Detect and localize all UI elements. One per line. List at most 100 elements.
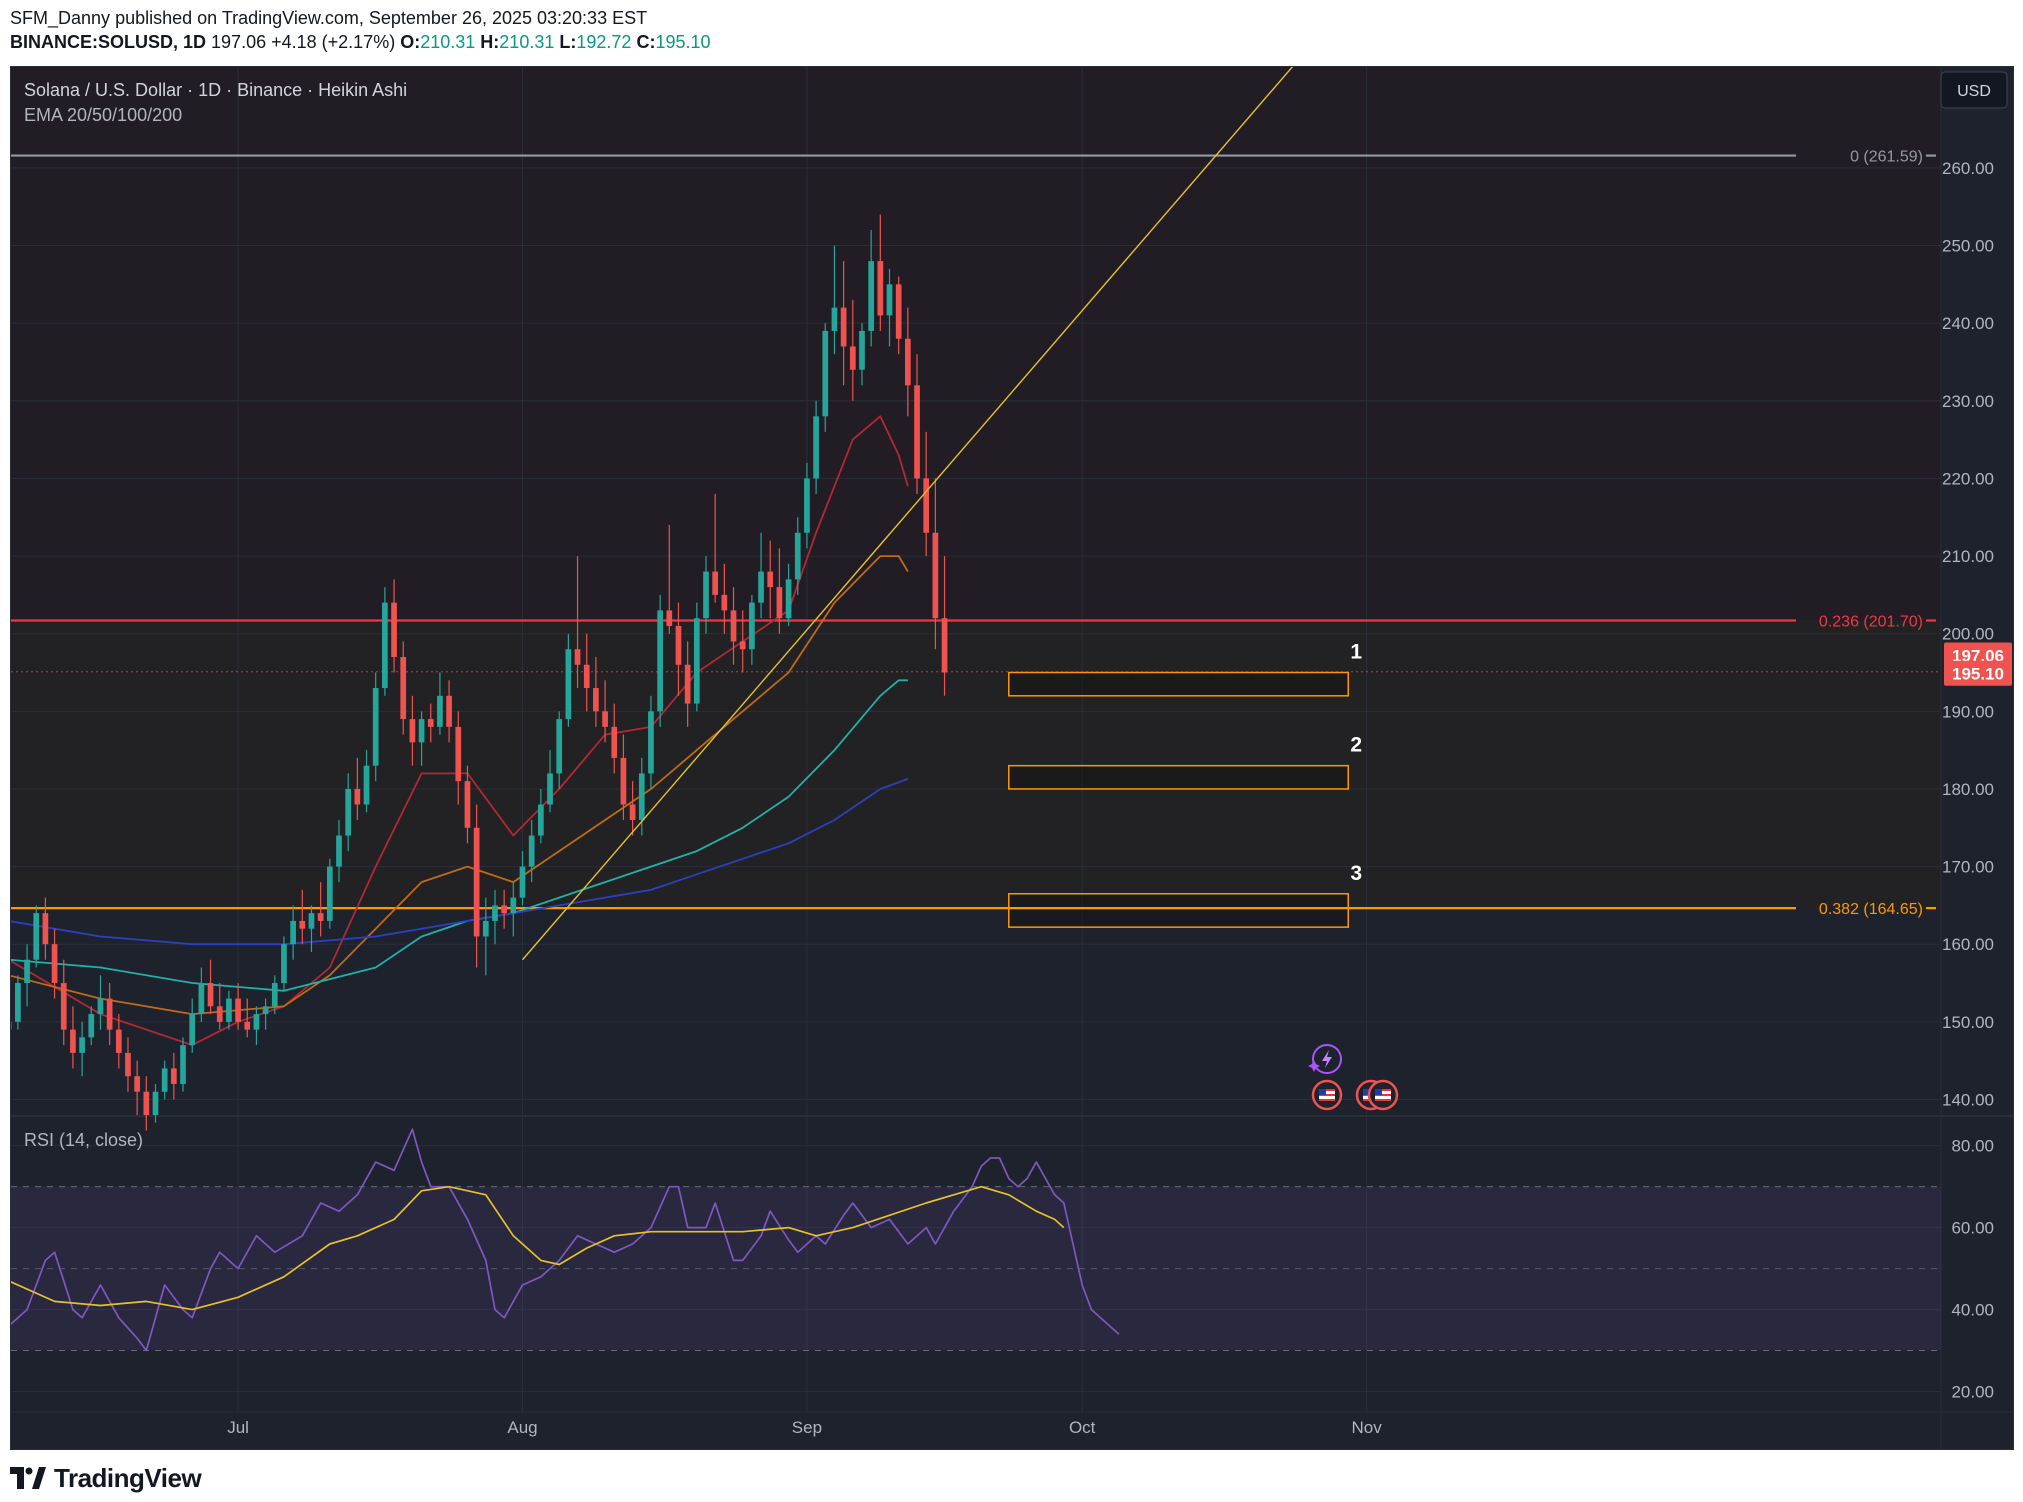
ema-legend[interactable]: EMA 20/50/100/200 (24, 105, 182, 125)
candle[interactable] (684, 641, 691, 727)
ema-line-ema-20[interactable] (8, 415, 909, 1046)
chart-canvas[interactable]: 0 (261.59) 0.236 (201.70) 0.382 (164.65) 1… (5, 12, 2013, 1449)
candle[interactable] (510, 882, 517, 937)
support-zone-2[interactable] (1008, 764, 1350, 790)
candle[interactable] (437, 672, 443, 735)
candle[interactable] (657, 594, 663, 727)
candle[interactable] (831, 245, 838, 355)
candle[interactable] (372, 672, 379, 782)
trendline[interactable] (521, 12, 1340, 961)
ema-line-ema-50[interactable] (8, 555, 909, 1015)
candle[interactable] (712, 493, 719, 603)
candle[interactable] (749, 594, 755, 665)
ema-line-ema-200[interactable] (8, 778, 909, 946)
candle[interactable] (675, 602, 682, 696)
candle[interactable] (923, 431, 930, 557)
candle[interactable] (354, 757, 361, 821)
candle[interactable] (171, 1052, 177, 1100)
candle[interactable] (721, 563, 728, 634)
candle[interactable] (620, 734, 627, 821)
candle[interactable] (794, 517, 801, 595)
candle[interactable] (382, 587, 388, 696)
candle[interactable] (895, 276, 902, 355)
candle[interactable] (703, 556, 709, 634)
candle[interactable] (547, 750, 553, 813)
candle[interactable] (180, 1037, 186, 1092)
candle[interactable] (455, 711, 462, 805)
candle[interactable] (143, 1076, 150, 1131)
candle[interactable] (501, 889, 507, 929)
candle[interactable] (492, 889, 498, 945)
candle[interactable] (363, 750, 370, 813)
candle[interactable] (785, 563, 792, 626)
candle[interactable] (556, 711, 563, 789)
candle[interactable] (804, 462, 810, 549)
candle[interactable] (345, 773, 352, 852)
candle[interactable] (877, 214, 884, 331)
candle[interactable] (42, 897, 49, 960)
candle[interactable] (281, 936, 287, 991)
candle[interactable] (693, 602, 700, 712)
candle[interactable] (70, 1006, 76, 1069)
candle[interactable] (216, 983, 223, 1030)
candle[interactable] (299, 889, 306, 945)
rsi-pane[interactable] (11, 1117, 1941, 1412)
candle[interactable] (611, 703, 618, 774)
candle[interactable] (602, 680, 608, 743)
candle[interactable] (134, 1060, 140, 1115)
candle[interactable] (758, 532, 764, 619)
candle[interactable] (400, 641, 407, 735)
candle[interactable] (125, 1037, 131, 1092)
tradingview-logo-icon[interactable] (10, 1467, 46, 1489)
us-flag-icon[interactable] (1355, 1079, 1399, 1111)
candle[interactable] (583, 633, 590, 712)
currency-button[interactable]: USD (1940, 71, 2008, 109)
candle[interactable] (538, 788, 544, 844)
candle[interactable] (519, 851, 526, 906)
candle[interactable] (33, 905, 40, 968)
tradingview-brand[interactable]: TradingView (54, 1462, 202, 1493)
candle[interactable] (914, 354, 920, 494)
candle[interactable] (427, 703, 434, 743)
candle[interactable] (574, 556, 581, 689)
us-flag-icon[interactable] (1311, 1079, 1343, 1111)
candle[interactable] (391, 579, 397, 673)
candle[interactable] (905, 307, 911, 417)
candle[interactable] (79, 1021, 85, 1077)
candle[interactable] (115, 1014, 122, 1069)
author-name[interactable]: SFM_Danny (10, 8, 111, 28)
candle[interactable] (565, 633, 572, 727)
candle[interactable] (482, 897, 489, 976)
candle[interactable] (226, 990, 232, 1030)
candle[interactable] (244, 998, 251, 1038)
support-zone-3[interactable] (1008, 893, 1350, 928)
candle[interactable] (161, 1060, 168, 1100)
candle[interactable] (308, 905, 315, 952)
candle[interactable] (317, 882, 324, 937)
candle[interactable] (822, 323, 829, 432)
candle[interactable] (446, 680, 452, 743)
support-zone-1[interactable] (1008, 671, 1350, 697)
candle[interactable] (739, 610, 746, 673)
candle[interactable] (730, 587, 737, 665)
candle[interactable] (97, 975, 104, 1030)
candle[interactable] (464, 765, 471, 844)
candle[interactable] (528, 820, 535, 883)
candle[interactable] (859, 323, 865, 386)
candle[interactable] (409, 695, 416, 766)
candle[interactable] (666, 525, 673, 634)
candle[interactable] (207, 959, 214, 1015)
candle[interactable] (941, 556, 948, 696)
candle[interactable] (253, 1006, 260, 1046)
candle[interactable] (51, 928, 58, 999)
candle[interactable] (629, 781, 636, 836)
candle[interactable] (15, 975, 21, 1030)
candle[interactable] (290, 905, 296, 960)
candle[interactable] (24, 944, 30, 1007)
candle[interactable] (235, 983, 241, 1030)
candle[interactable] (326, 858, 333, 929)
candle[interactable] (152, 1083, 159, 1123)
candle[interactable] (593, 656, 599, 727)
candle[interactable] (840, 261, 847, 386)
rsi-ma-line[interactable] (8, 1185, 1065, 1311)
